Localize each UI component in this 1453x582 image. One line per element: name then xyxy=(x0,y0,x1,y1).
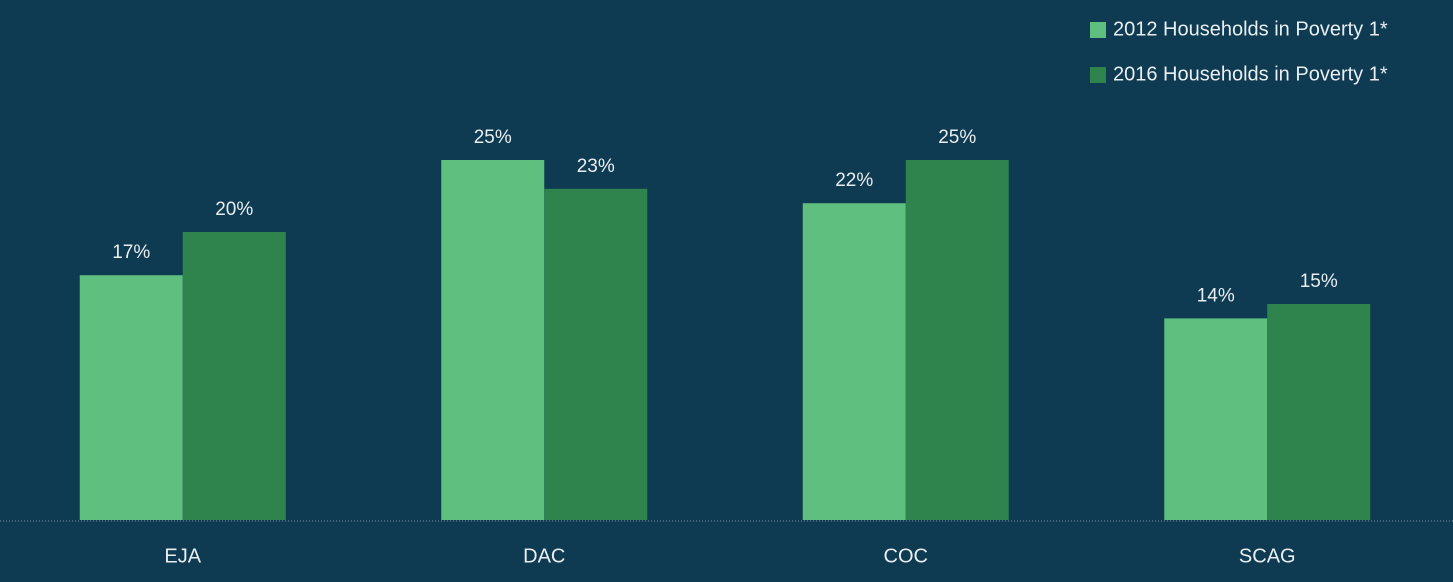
legend-label: 2016 Households in Poverty 1* xyxy=(1113,63,1388,85)
bar xyxy=(905,160,1009,520)
data-label: 17% xyxy=(112,242,150,263)
bar xyxy=(1267,304,1371,520)
legend-swatch xyxy=(1090,67,1106,83)
data-label: 22% xyxy=(835,170,873,191)
bar xyxy=(79,275,183,520)
bar xyxy=(544,188,648,521)
data-label: 14% xyxy=(1197,285,1235,306)
bar xyxy=(1164,318,1268,520)
bar xyxy=(802,203,906,520)
data-label: 25% xyxy=(474,127,512,148)
bar xyxy=(182,232,286,520)
x-tick-label: DAC xyxy=(523,545,565,567)
legend-label: 2012 Households in Poverty 1* xyxy=(1113,18,1388,40)
x-tick-label: EJA xyxy=(164,545,201,567)
legend-swatch xyxy=(1090,22,1106,38)
bar xyxy=(441,160,545,520)
data-label: 20% xyxy=(215,199,253,220)
x-tick-label: SCAG xyxy=(1239,545,1296,567)
data-label: 15% xyxy=(1300,271,1338,292)
data-label: 23% xyxy=(577,156,615,177)
x-tick-label: COC xyxy=(884,545,928,567)
data-label: 25% xyxy=(938,127,976,148)
